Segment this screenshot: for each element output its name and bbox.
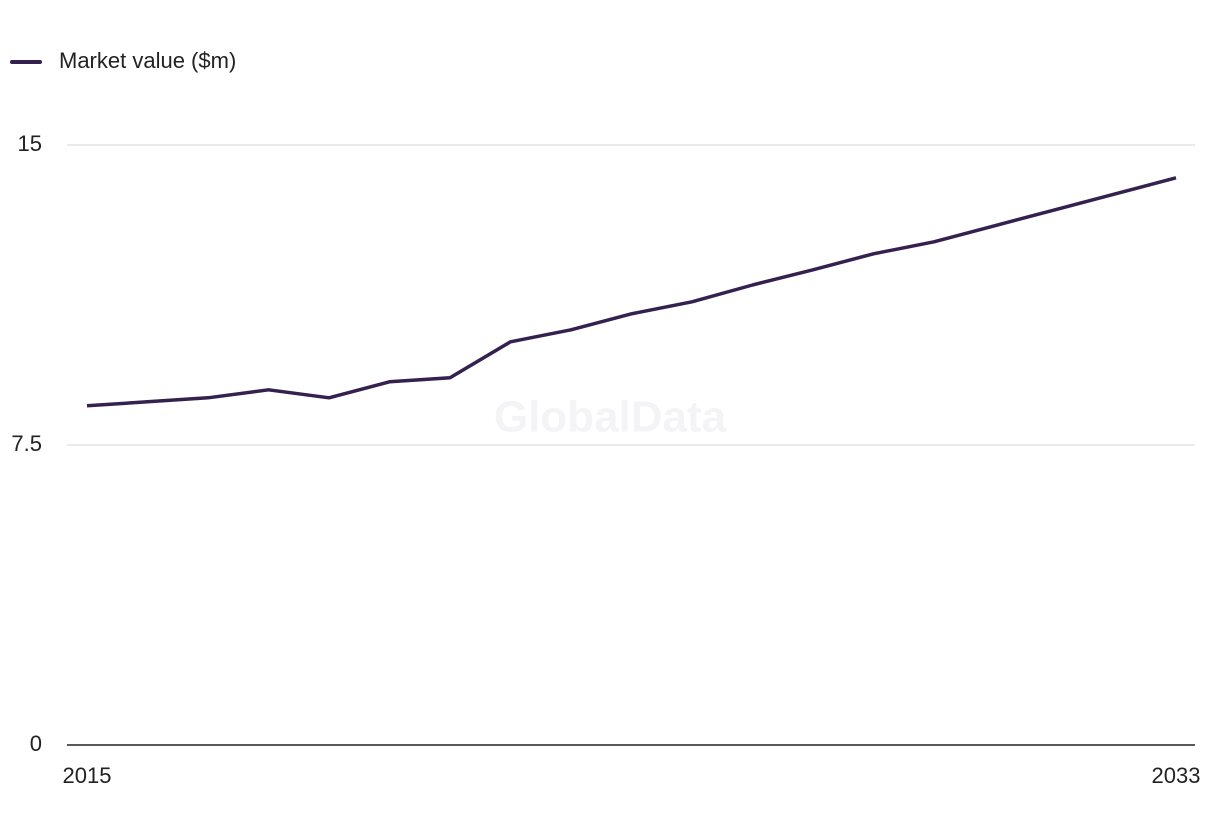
y-tick-label: 0 [30, 731, 42, 756]
watermark: GlobalData [494, 393, 727, 442]
y-tick-label: 7.5 [11, 431, 42, 456]
x-tick-label: 2015 [63, 763, 112, 788]
y-tick-label: 15 [18, 131, 42, 156]
legend-label: Market value ($m) [59, 48, 236, 73]
x-tick-label: 2033 [1152, 763, 1201, 788]
data-line [86, 176, 1177, 408]
